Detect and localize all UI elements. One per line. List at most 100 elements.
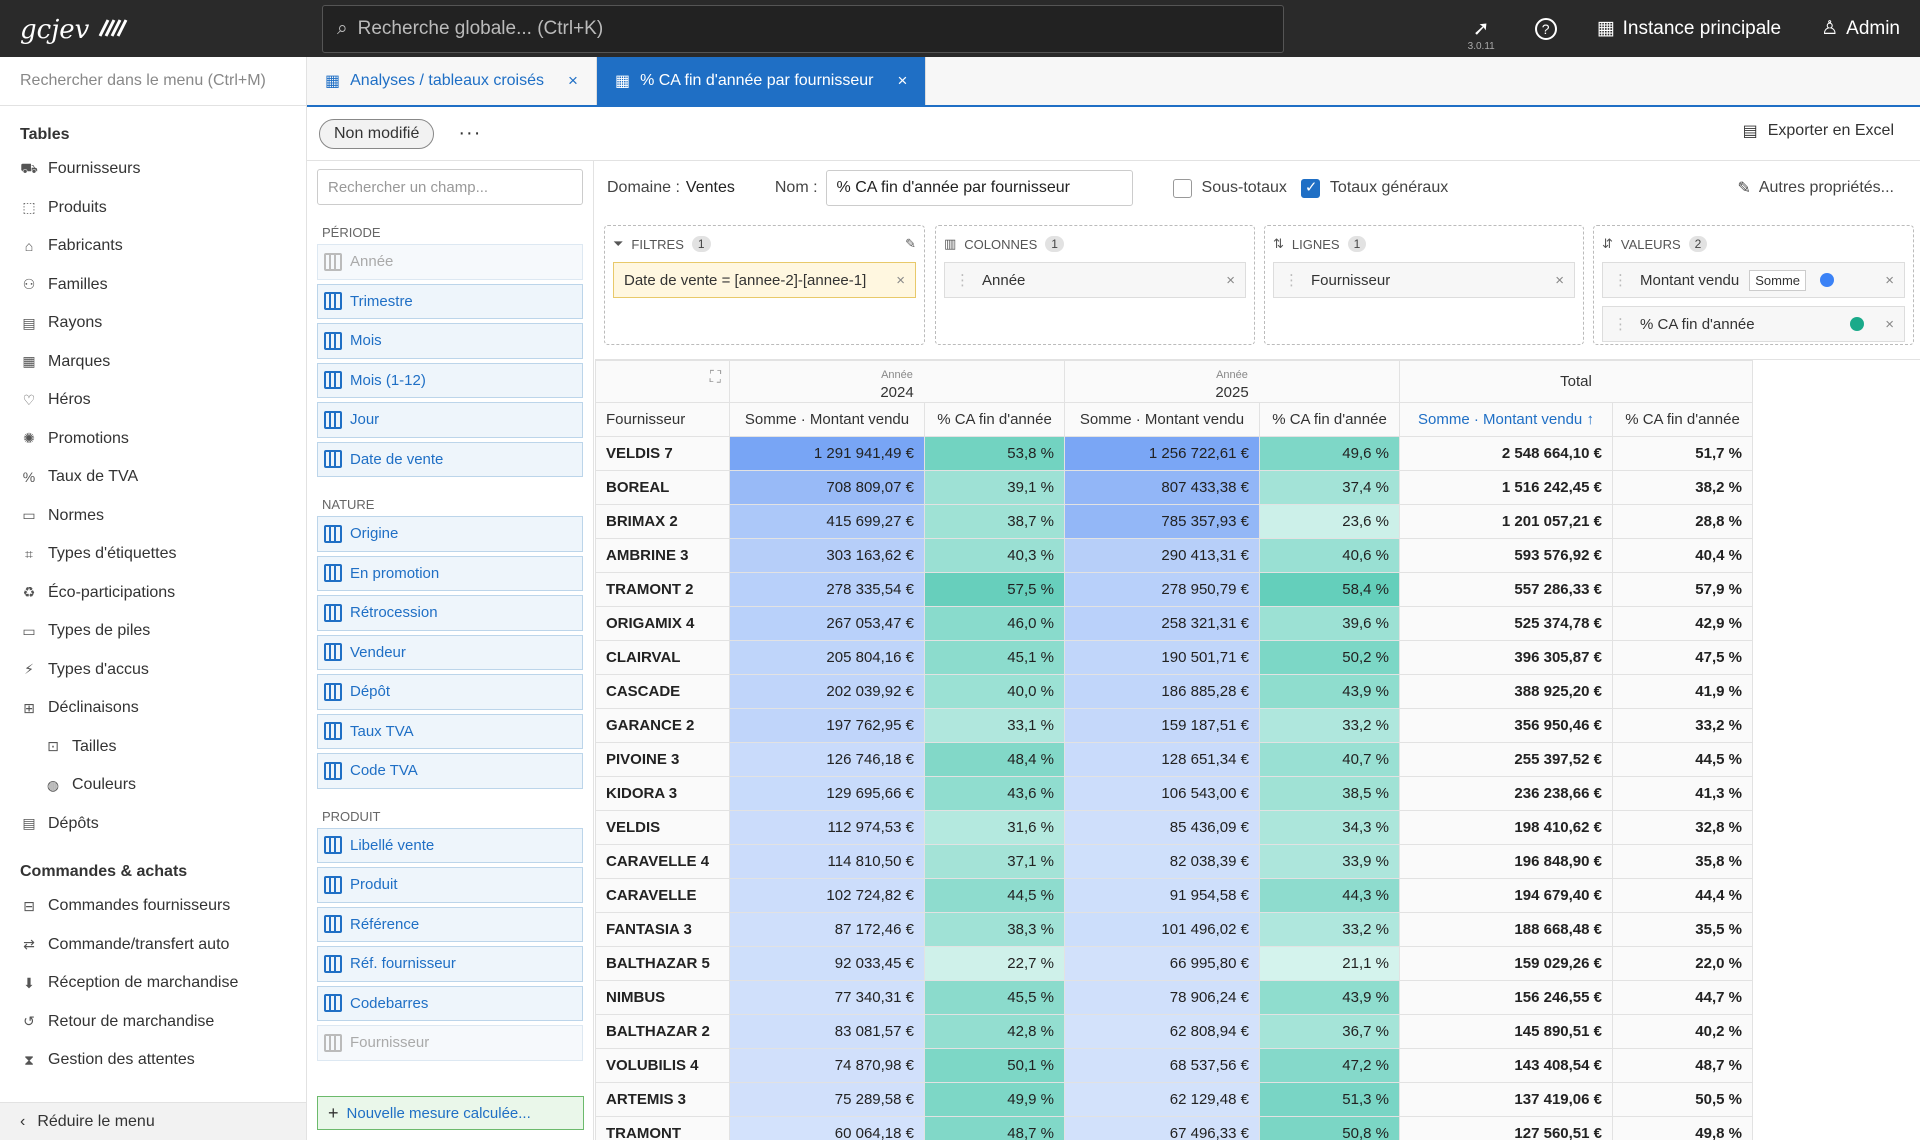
field-item[interactable]: Jour (317, 402, 583, 438)
table-row[interactable]: TRAMONT 2 278 335,54 €57,5 % 278 950,79 €5… (595, 572, 1753, 607)
field-item[interactable]: Rétrocession (317, 595, 583, 631)
table-row[interactable]: CARAVELLE 4 114 810,50 €37,1 % 82 038,39 €… (595, 844, 1753, 879)
color-dot[interactable] (1820, 273, 1835, 287)
table-row[interactable]: TRAMONT 60 064,18 €48,7 % 67 496,33 €50,8 … (595, 1116, 1753, 1140)
sidebar-item[interactable]: ⌗ Types d'étiquettes (0, 535, 306, 574)
columns-box[interactable]: ▥ Colonnes 1 ⋮ Année × (935, 225, 1255, 345)
tab-pct-ca[interactable]: ▦ % CA fin d'année par fournisseur × (596, 57, 927, 105)
field-item[interactable]: Taux TVA (317, 713, 583, 749)
rows-box[interactable]: ⇅ Lignes 1 ⋮ Fournisseur × (1264, 225, 1584, 345)
table-row[interactable]: BALTHAZAR 2 83 081,57 €42,8 % 62 808,94 €3… (595, 1014, 1753, 1049)
sidebar-item[interactable]: ▭ Normes (0, 497, 306, 536)
year-header[interactable]: Année 2024 (729, 360, 1065, 403)
color-dot[interactable] (1850, 317, 1864, 331)
year-header[interactable]: Année 2025 (1064, 360, 1400, 403)
release-button[interactable]: ➚ 3.0.11 (1448, 6, 1515, 52)
column-header[interactable]: Somme · Montant vendu (729, 402, 925, 437)
field-item[interactable]: Année (317, 244, 583, 280)
sidebar-item[interactable]: % Taux de TVA (0, 458, 306, 497)
export-excel-button[interactable]: ▤ Exporter en Excel (1742, 122, 1894, 140)
table-row[interactable]: VOLUBILIS 4 74 870,98 €50,1 % 68 537,56 €4… (595, 1048, 1753, 1083)
column-header[interactable]: Somme · Montant vendu (1064, 402, 1260, 437)
sidebar-item[interactable]: ⇄ Commande/transfert auto (0, 926, 306, 965)
row-header[interactable]: Fournisseur (595, 402, 730, 437)
sidebar-item[interactable]: ⬇ Réception de marchandise (0, 964, 306, 1003)
column-header[interactable]: % CA fin d'année (1259, 402, 1400, 437)
edit-icon[interactable]: ✎ (905, 236, 916, 251)
field-search-input[interactable]: Rechercher un champ... (317, 169, 583, 205)
field-item[interactable]: Réf. fournisseur (317, 946, 583, 982)
field-item[interactable]: Code TVA (317, 753, 583, 789)
sidebar-item[interactable]: ▦ Marques (0, 343, 306, 382)
field-item[interactable]: Date de vente (317, 441, 583, 477)
close-icon[interactable]: × (1885, 315, 1894, 333)
drag-handle-icon[interactable]: ⋮ (1284, 272, 1299, 289)
table-row[interactable]: BRIMAX 2 415 699,27 €38,7 % 785 357,93 €23… (595, 504, 1753, 539)
sidebar-item[interactable]: ▭ Types de piles (0, 612, 306, 651)
subtotals-checkbox[interactable]: Sous-totaux (1172, 178, 1287, 198)
close-icon[interactable]: × (568, 71, 578, 90)
sidebar-item[interactable]: ♻ Éco-participations (0, 574, 306, 613)
field-item[interactable]: En promotion (317, 555, 583, 591)
collapse-menu-button[interactable]: ‹ Réduire le menu (0, 1102, 306, 1140)
more-actions-button[interactable]: ··· (458, 122, 482, 144)
aggregation-select[interactable]: Somme (1749, 269, 1807, 291)
sidebar-item[interactable]: ♡ Héros (0, 381, 306, 420)
drag-handle-icon[interactable]: ⋮ (955, 272, 970, 289)
new-measure-button[interactable]: + Nouvelle mesure calculée... (317, 1096, 584, 1130)
table-row[interactable]: BOREAL 708 809,07 €39,1 % 807 433,38 €37,4… (595, 470, 1753, 505)
sidebar-subitem[interactable]: ◍ Couleurs (0, 766, 306, 805)
sidebar-item[interactable]: ⌂ Fabricants (0, 227, 306, 266)
table-row[interactable]: KIDORA 3 129 695,66 €43,6 % 106 543,00 €38… (595, 776, 1753, 811)
sidebar-item[interactable]: ↺ Retour de marchandise (0, 1003, 306, 1042)
sidebar-item[interactable]: ⊟ Commandes fournisseurs (0, 887, 306, 926)
column-chip[interactable]: ⋮ Année × (944, 262, 1246, 298)
sidebar-item[interactable]: ⚇ Familles (0, 266, 306, 305)
table-row[interactable]: CARAVELLE 102 724,82 €44,5 % 91 954,58 €44… (595, 878, 1753, 913)
table-row[interactable]: FANTASIA 3 87 172,46 €38,3 % 101 496,02 €3… (595, 912, 1753, 947)
table-row[interactable]: BALTHAZAR 5 92 033,45 €22,7 % 66 995,80 €2… (595, 946, 1753, 981)
sidebar-item[interactable]: ⚡ Types d'accus (0, 651, 306, 690)
field-item[interactable]: Dépôt (317, 674, 583, 710)
close-icon[interactable]: × (1885, 271, 1894, 289)
filter-chip[interactable]: Date de vente = [annee-2]-[annee-1] × (613, 262, 916, 298)
close-icon[interactable]: × (896, 271, 905, 289)
sidebar-item[interactable]: ⧗ Gestion des attentes (0, 1041, 306, 1080)
field-item[interactable]: Codebarres (317, 985, 583, 1021)
sidebar-item[interactable]: ▤ Rayons (0, 304, 306, 343)
field-item[interactable]: Produit (317, 867, 583, 903)
field-item[interactable]: Mois (317, 323, 583, 359)
row-chip[interactable]: ⋮ Fournisseur × (1273, 262, 1575, 298)
help-button[interactable]: ? (1515, 0, 1577, 57)
field-item[interactable]: Vendeur (317, 634, 583, 670)
column-header[interactable]: % CA fin d'année (1612, 402, 1753, 437)
total-header[interactable]: Total (1399, 360, 1753, 403)
sidebar-item[interactable]: ⛟ Fournisseurs (0, 150, 306, 189)
user-menu[interactable]: ♙ Admin (1821, 17, 1900, 40)
sidebar-item-depots[interactable]: ▤ Dépôts (0, 805, 306, 844)
expand-icon[interactable]: ⛶ (709, 369, 721, 386)
sidebar-item[interactable]: ⊞ Déclinaisons (0, 689, 306, 728)
table-row[interactable]: CASCADE 202 039,92 €40,0 % 186 885,28 €43,… (595, 674, 1753, 709)
table-row[interactable]: VELDIS 112 974,53 €31,6 % 85 436,09 €34,3 … (595, 810, 1753, 845)
checkbox-checked[interactable] (1300, 178, 1320, 198)
menu-search-input[interactable]: Rechercher dans le menu (Ctrl+M) (0, 57, 306, 106)
table-row[interactable]: ARTEMIS 3 75 289,58 €49,9 % 62 129,48 €51,… (595, 1082, 1753, 1117)
table-row[interactable]: ORIGAMIX 4 267 053,47 €46,0 % 258 321,31 €… (595, 606, 1753, 641)
sidebar-item[interactable]: ✺ Promotions (0, 420, 306, 459)
global-search-input[interactable]: ⌕ Recherche globale... (Ctrl+K) (322, 4, 1284, 53)
field-item[interactable]: Fournisseur (317, 1025, 583, 1061)
sidebar-item[interactable]: ⬚ Produits (0, 189, 306, 228)
more-properties-button[interactable]: ✎ Autres propriétés... (1737, 179, 1894, 197)
field-item[interactable]: Trimestre (317, 283, 583, 319)
values-box[interactable]: ⇵ Valeurs 2 ⋮ Montant vendu Somme × ⋮% CA f… (1593, 225, 1914, 345)
checkbox-unchecked[interactable] (1172, 178, 1192, 198)
status-badge[interactable]: Non modifié (319, 118, 435, 149)
app-logo[interactable]: gcjev (0, 14, 322, 44)
drag-handle-icon[interactable]: ⋮ (1613, 272, 1628, 289)
value-chip[interactable]: ⋮% CA fin d'année × (1602, 306, 1905, 342)
grand-totals-checkbox[interactable]: Totaux généraux (1300, 178, 1448, 198)
table-row[interactable]: AMBRINE 3 303 163,62 €40,3 % 290 413,31 €4… (595, 538, 1753, 573)
value-chip[interactable]: ⋮ Montant vendu Somme × (1602, 262, 1905, 298)
close-icon[interactable]: × (1555, 271, 1564, 289)
